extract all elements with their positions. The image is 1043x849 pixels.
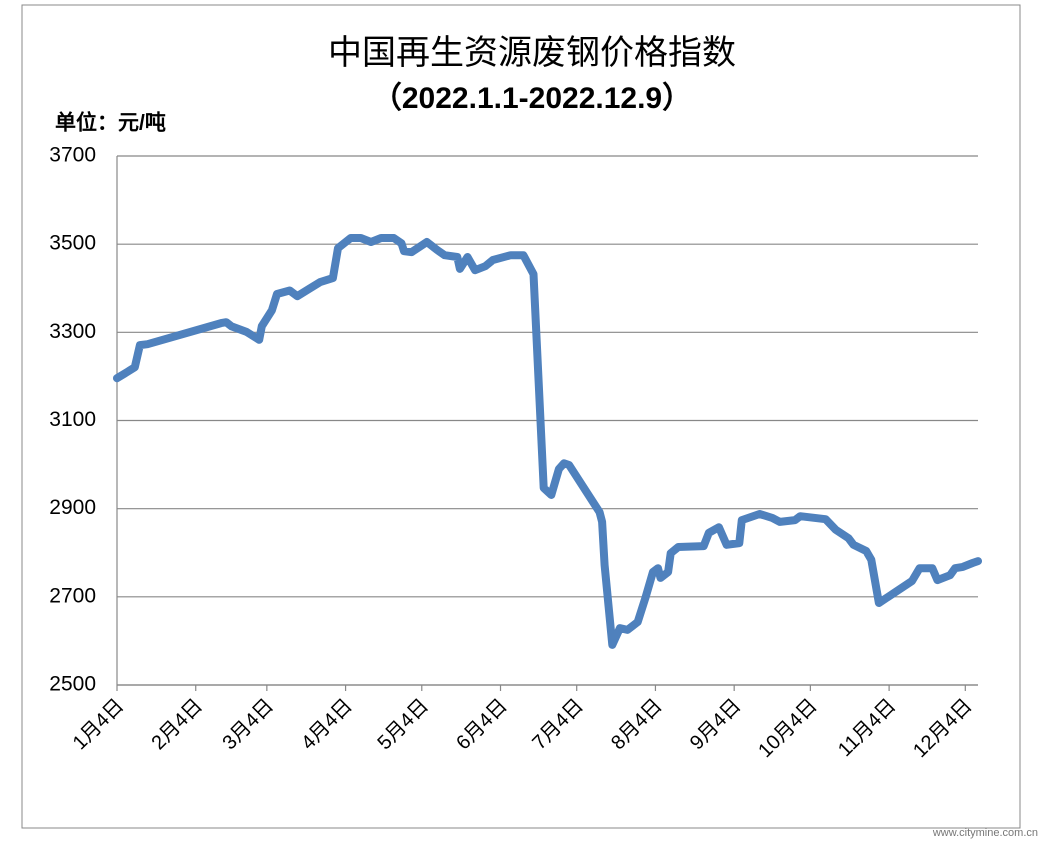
watermark: www.citymine.com.cn [932, 827, 1038, 839]
chart-subtitle: （2022.1.1-2022.12.9） [372, 81, 692, 115]
y-tick-label: 3100 [49, 408, 96, 431]
y-tick-label: 2500 [49, 673, 96, 696]
chart-title: 中国再生资源废钢价格指数 [328, 34, 736, 72]
y-tick-label: 3500 [49, 232, 96, 255]
chart-border [21, 4, 1021, 829]
y-tick-label: 3300 [49, 320, 96, 343]
y-axis-label: 单位：元/吨 [55, 111, 166, 135]
y-tick-label: 2700 [49, 584, 96, 607]
data-line [113, 234, 982, 649]
y-tick-label: 3700 [49, 144, 96, 167]
y-tick-label: 2900 [49, 496, 96, 519]
